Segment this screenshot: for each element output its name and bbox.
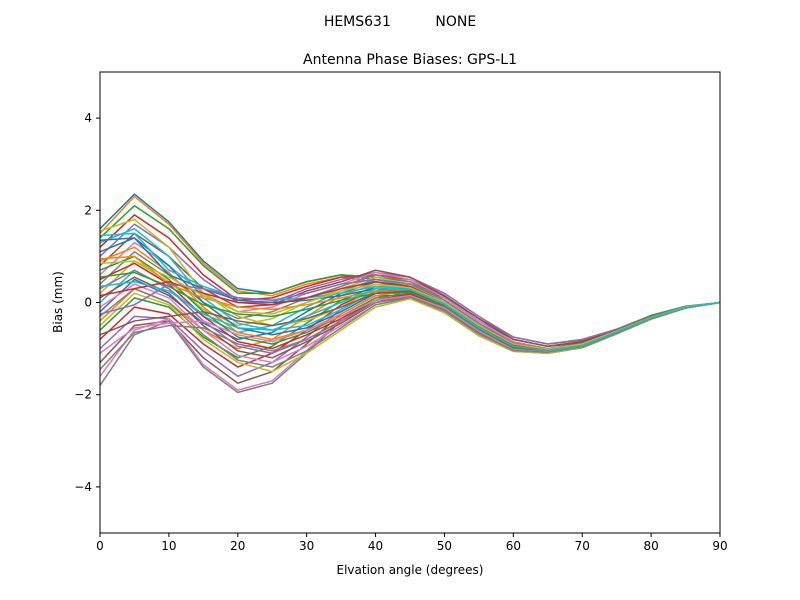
series-line bbox=[100, 281, 720, 352]
x-tick-label: 90 bbox=[712, 539, 727, 553]
x-tick-label: 50 bbox=[437, 539, 452, 553]
x-tick-label: 20 bbox=[230, 539, 245, 553]
series-line bbox=[100, 260, 720, 350]
x-tick-label: 80 bbox=[643, 539, 658, 553]
y-tick-label: 2 bbox=[84, 203, 92, 217]
chart-title: Antenna Phase Biases: GPS-L1 bbox=[303, 52, 517, 68]
y-tick-label: −4 bbox=[74, 480, 92, 494]
series-line bbox=[100, 296, 720, 370]
y-tick-label: −2 bbox=[74, 388, 92, 402]
x-tick-label: 60 bbox=[506, 539, 521, 553]
y-axis: −4 −2 0 2 4 bbox=[74, 111, 100, 494]
x-axis: 0 10 20 30 40 50 60 70 80 90 bbox=[96, 533, 728, 553]
y-axis-label: Bias (mm) bbox=[51, 271, 65, 333]
x-tick-label: 10 bbox=[161, 539, 176, 553]
series-layer bbox=[100, 193, 720, 394]
x-tick-label: 70 bbox=[575, 539, 590, 553]
y-tick-label: 4 bbox=[84, 111, 92, 125]
y-tick-label: 0 bbox=[84, 296, 92, 310]
chart-suptitle: HEMS631 NONE bbox=[324, 14, 476, 30]
x-tick-label: 40 bbox=[368, 539, 383, 553]
x-tick-label: 0 bbox=[96, 539, 104, 553]
x-axis-label: Elvation angle (degrees) bbox=[337, 563, 484, 577]
x-tick-label: 30 bbox=[299, 539, 314, 553]
